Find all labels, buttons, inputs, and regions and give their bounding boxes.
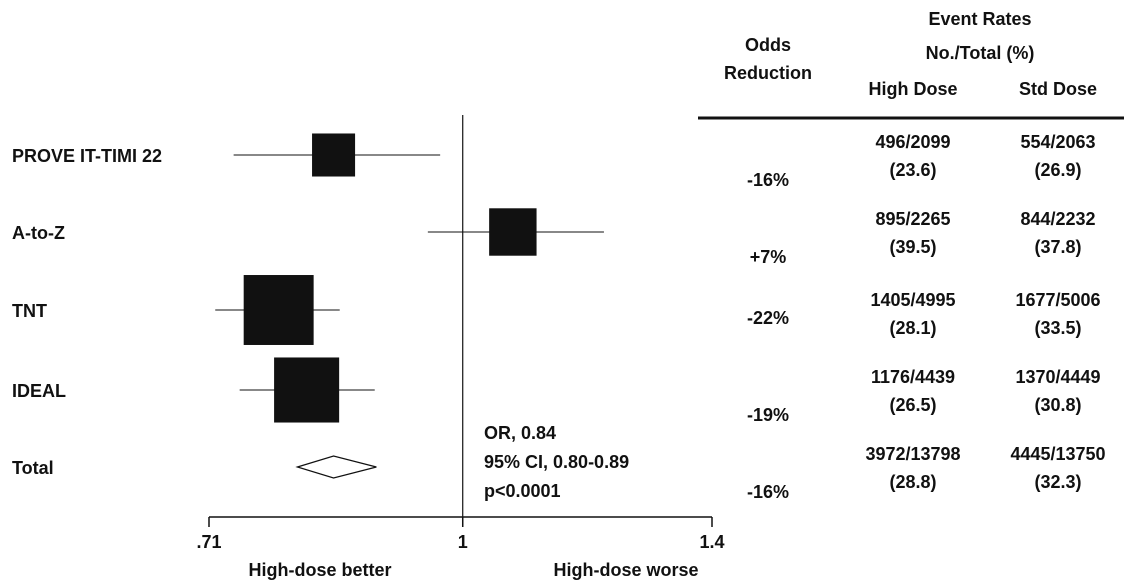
event-rate: (26.9) <box>1034 160 1081 180</box>
header: High Dose <box>868 79 957 99</box>
event-rate: 1405/4995 <box>870 290 955 310</box>
header: Event Rates <box>928 9 1031 29</box>
x-tick-label: 1.4 <box>699 532 724 552</box>
odds-reduction: -16% <box>747 170 789 190</box>
x-tick-label: 1 <box>458 532 468 552</box>
estimate-square <box>312 133 356 177</box>
header: Reduction <box>724 63 812 83</box>
event-rate: (23.6) <box>889 160 936 180</box>
event-rate: 1370/4449 <box>1015 367 1100 387</box>
annotation: 95% CI, 0.80-0.89 <box>484 452 629 472</box>
event-rate: 1677/5006 <box>1015 290 1100 310</box>
odds-reduction: -19% <box>747 405 789 425</box>
event-rate: (32.3) <box>1034 472 1081 492</box>
row-label: TNT <box>12 301 47 321</box>
x-label-right: High-dose worse <box>553 560 698 580</box>
x-tick-label: .71 <box>196 532 221 552</box>
estimate-square <box>489 208 537 256</box>
header: Odds <box>745 35 791 55</box>
odds-reduction: -16% <box>747 482 789 502</box>
event-rate: 496/2099 <box>875 132 950 152</box>
odds-reduction: -22% <box>747 308 789 328</box>
estimate-square <box>274 357 340 423</box>
summary-diamond <box>295 455 377 479</box>
row-label: PROVE IT-TIMI 22 <box>12 146 162 166</box>
event-rate: (30.8) <box>1034 395 1081 415</box>
event-rate: 554/2063 <box>1020 132 1095 152</box>
event-rate: (26.5) <box>889 395 936 415</box>
event-rate: 4445/13750 <box>1010 444 1105 464</box>
row-label: A-to-Z <box>12 223 65 243</box>
event-rate: (28.8) <box>889 472 936 492</box>
event-rate: (33.5) <box>1034 318 1081 338</box>
event-rate: (28.1) <box>889 318 936 338</box>
event-rate: (39.5) <box>889 237 936 257</box>
annotation: p<0.0001 <box>484 481 561 501</box>
row-label: IDEAL <box>12 381 66 401</box>
estimate-square <box>243 275 314 345</box>
x-label-left: High-dose better <box>248 560 391 580</box>
event-rate: (37.8) <box>1034 237 1081 257</box>
event-rate: 895/2265 <box>875 209 950 229</box>
event-rate: 844/2232 <box>1020 209 1095 229</box>
event-rate: 1176/4439 <box>871 367 955 387</box>
header: Std Dose <box>1019 79 1097 99</box>
header: No./Total (%) <box>926 43 1035 63</box>
annotation: OR, 0.84 <box>484 423 556 443</box>
row-label: Total <box>12 458 54 478</box>
odds-reduction: +7% <box>750 247 787 267</box>
event-rate: 3972/13798 <box>865 444 960 464</box>
